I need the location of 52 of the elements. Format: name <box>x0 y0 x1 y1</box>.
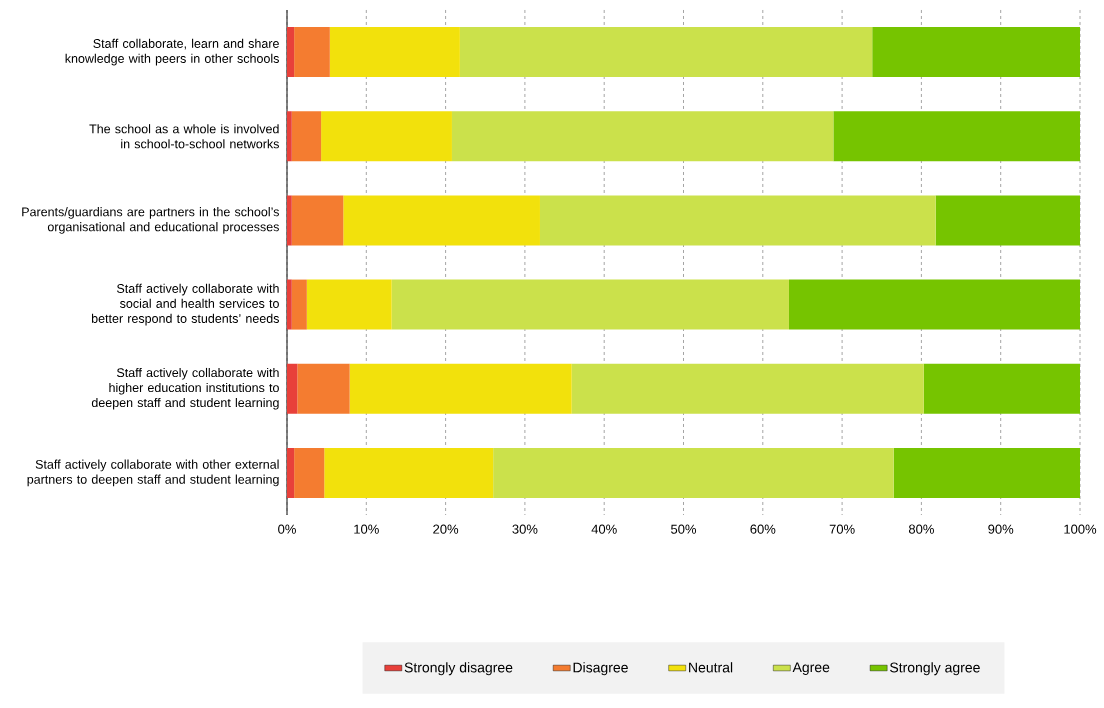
y-tick-label: Staff actively collaborate with other external partners to deepen staff and student learning <box>27 459 279 487</box>
bar <box>935 195 1080 246</box>
x-tick-label: 80% <box>908 524 934 534</box>
bar <box>291 195 344 246</box>
bar <box>571 363 924 414</box>
bar <box>451 111 834 162</box>
y-tick-label: Parents/guardians are partners in the school’s organisational and educational processes <box>22 207 279 234</box>
bar <box>923 363 1080 414</box>
bar <box>287 27 295 78</box>
bar <box>872 27 1080 78</box>
y-tick-label: The school as a whole is involved in school-to-school networks <box>89 124 279 149</box>
x-tick-label: 40% <box>591 524 617 534</box>
bar <box>349 363 572 414</box>
x-tick-label: 30% <box>512 524 538 534</box>
bar <box>788 279 1080 330</box>
x-tick-label: 100% <box>1064 524 1097 534</box>
bar <box>297 363 350 414</box>
bar <box>459 27 873 78</box>
legend-label: Strongly agree <box>890 662 980 676</box>
bar <box>287 447 295 498</box>
y-tick-label: Staff actively collaborate with higher education institutions to deepen staff and student learning <box>91 367 279 410</box>
bar <box>321 111 452 162</box>
bar <box>493 447 894 498</box>
legend-label: Strongly disagree <box>404 662 513 676</box>
y-tick-label: Staff actively collaborate with social and health services to better respond to students’ needs <box>91 283 279 326</box>
bar <box>306 279 392 330</box>
x-tick-label: 0% <box>278 524 296 534</box>
bar <box>329 27 460 78</box>
x-tick-label: 50% <box>671 524 697 534</box>
x-tick-label: 20% <box>433 524 459 534</box>
bar <box>291 111 322 162</box>
x-tick-label: 70% <box>829 524 855 534</box>
bar <box>294 27 330 78</box>
bar <box>343 195 540 246</box>
bar <box>893 447 1080 498</box>
bar <box>539 195 936 246</box>
x-tick-label: 60% <box>750 524 776 534</box>
legend-label: Disagree <box>573 662 628 676</box>
x-tick-label: 10% <box>354 524 379 534</box>
legend-label: Neutral <box>689 662 733 673</box>
bar <box>391 279 789 330</box>
x-tick-label: 90% <box>988 524 1014 534</box>
legend-label: Agree <box>792 662 830 675</box>
bar <box>287 195 292 246</box>
y-tick-label: Staff collaborate, learn and share knowledge with peers in other schools <box>65 38 279 66</box>
bar <box>291 279 307 330</box>
bar <box>324 447 494 498</box>
bar <box>833 111 1080 162</box>
bar <box>287 363 298 414</box>
bar <box>287 111 292 162</box>
bar <box>287 279 292 330</box>
bar <box>294 447 325 498</box>
